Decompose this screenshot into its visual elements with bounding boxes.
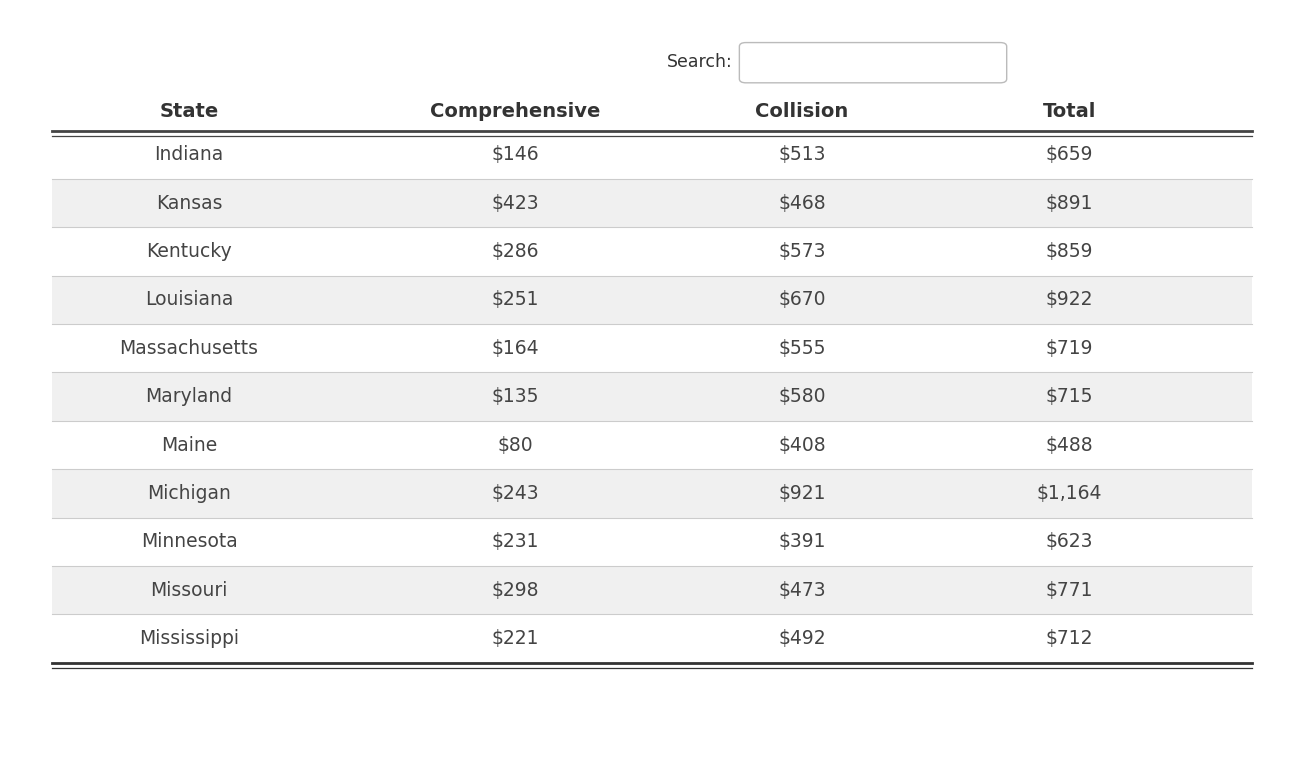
Text: $922: $922 xyxy=(1046,290,1093,310)
Text: $80: $80 xyxy=(497,436,533,454)
Text: $251: $251 xyxy=(492,290,539,310)
Text: $670: $670 xyxy=(778,290,825,310)
Bar xyxy=(52,179,1252,228)
Text: $921: $921 xyxy=(778,484,825,503)
Bar xyxy=(52,469,1252,518)
Text: Michigan: Michigan xyxy=(147,484,231,503)
Bar xyxy=(52,421,1252,469)
Text: $891: $891 xyxy=(1046,194,1093,213)
Text: Maryland: Maryland xyxy=(146,387,232,406)
Text: $468: $468 xyxy=(778,194,825,213)
Text: $391: $391 xyxy=(778,533,825,551)
Text: $135: $135 xyxy=(492,387,539,406)
Text: $473: $473 xyxy=(778,580,825,600)
Text: Total: Total xyxy=(1043,102,1095,121)
Text: Kentucky: Kentucky xyxy=(146,242,232,261)
Text: $164: $164 xyxy=(492,339,539,358)
Text: Collision: Collision xyxy=(755,102,849,121)
Bar xyxy=(52,615,1252,663)
FancyBboxPatch shape xyxy=(739,43,1007,83)
Text: $492: $492 xyxy=(778,629,825,648)
Text: Mississippi: Mississippi xyxy=(140,629,239,648)
Bar xyxy=(52,324,1252,372)
Text: State: State xyxy=(159,102,219,121)
Bar xyxy=(52,518,1252,566)
Text: Kansas: Kansas xyxy=(156,194,222,213)
Text: $298: $298 xyxy=(492,580,539,600)
Text: $580: $580 xyxy=(778,387,825,406)
Text: $221: $221 xyxy=(492,629,539,648)
Bar xyxy=(52,566,1252,615)
Text: $719: $719 xyxy=(1046,339,1093,358)
Text: $712: $712 xyxy=(1046,629,1093,648)
Text: Missouri: Missouri xyxy=(150,580,228,600)
Text: $423: $423 xyxy=(492,194,539,213)
Text: $1,164: $1,164 xyxy=(1037,484,1102,503)
Text: $231: $231 xyxy=(492,533,539,551)
Text: $146: $146 xyxy=(492,146,539,164)
Bar xyxy=(52,276,1252,324)
Text: $286: $286 xyxy=(492,242,539,261)
Bar xyxy=(52,372,1252,421)
Text: Maine: Maine xyxy=(160,436,218,454)
Text: $513: $513 xyxy=(778,146,825,164)
Text: $659: $659 xyxy=(1046,146,1093,164)
Text: $573: $573 xyxy=(778,242,825,261)
Text: $623: $623 xyxy=(1046,533,1093,551)
Text: $859: $859 xyxy=(1046,242,1093,261)
Text: Minnesota: Minnesota xyxy=(141,533,237,551)
Text: Comprehensive: Comprehensive xyxy=(430,102,600,121)
Text: Louisiana: Louisiana xyxy=(145,290,233,310)
Text: Search:: Search: xyxy=(668,53,733,71)
Text: $243: $243 xyxy=(492,484,539,503)
Text: $715: $715 xyxy=(1046,387,1093,406)
Bar xyxy=(52,131,1252,179)
Text: Massachusetts: Massachusetts xyxy=(120,339,258,358)
Text: $771: $771 xyxy=(1046,580,1093,600)
Text: $488: $488 xyxy=(1046,436,1093,454)
Text: $408: $408 xyxy=(778,436,825,454)
Text: Indiana: Indiana xyxy=(154,146,224,164)
Bar xyxy=(52,228,1252,276)
Text: $555: $555 xyxy=(778,339,825,358)
